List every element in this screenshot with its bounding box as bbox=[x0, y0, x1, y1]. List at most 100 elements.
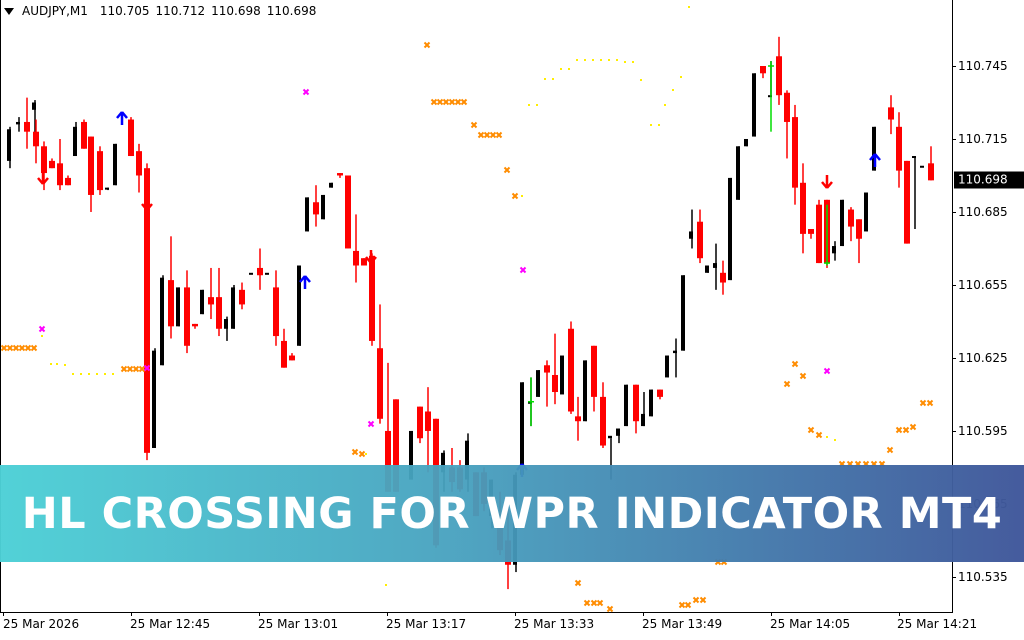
yellow-dot bbox=[560, 68, 562, 70]
sell-arrow-icon bbox=[365, 250, 377, 264]
candle bbox=[289, 353, 295, 361]
yellow-dot bbox=[88, 373, 90, 375]
yellow-dot bbox=[41, 335, 43, 337]
orange-x-icon bbox=[24, 344, 32, 352]
orange-x-icon bbox=[477, 131, 485, 139]
orange-x-icon bbox=[358, 450, 366, 458]
candle bbox=[224, 316, 228, 341]
candle bbox=[168, 236, 174, 339]
yellow-dot bbox=[576, 59, 578, 61]
candle bbox=[657, 389, 663, 400]
candle bbox=[176, 287, 180, 327]
candle bbox=[113, 143, 117, 186]
orange-x-icon bbox=[895, 426, 903, 434]
candle bbox=[88, 136, 94, 212]
candle bbox=[792, 104, 798, 205]
candle bbox=[744, 138, 748, 147]
orange-x-icon bbox=[902, 426, 910, 434]
magenta-x-icon bbox=[38, 325, 46, 333]
candle bbox=[665, 355, 669, 378]
candle bbox=[888, 95, 894, 135]
time-axis-ticks bbox=[3, 612, 900, 616]
yellow-dot bbox=[624, 61, 626, 63]
yellow-dot bbox=[592, 59, 594, 61]
candle bbox=[697, 209, 703, 264]
buy-arrow-icon bbox=[299, 275, 311, 289]
candle bbox=[361, 258, 367, 266]
orange-x-icon bbox=[503, 166, 511, 174]
candle bbox=[920, 165, 924, 168]
yellow-dot bbox=[521, 195, 523, 197]
candle bbox=[689, 209, 693, 249]
green-doji-candles bbox=[528, 61, 830, 427]
orange-x-icon bbox=[454, 98, 462, 106]
candle bbox=[904, 160, 910, 244]
candle bbox=[583, 360, 587, 422]
candle bbox=[800, 163, 806, 254]
yellow-dot bbox=[96, 373, 98, 375]
yellow-dot bbox=[608, 59, 610, 61]
orange-x-icon bbox=[442, 98, 450, 106]
ohlc-close: 110.698 bbox=[266, 4, 317, 18]
candle bbox=[816, 199, 822, 264]
sell-arrow-icon bbox=[821, 175, 833, 189]
candle bbox=[713, 243, 717, 290]
yellow-dot bbox=[72, 373, 74, 375]
candle bbox=[616, 428, 620, 444]
candle bbox=[560, 355, 564, 395]
symbol-label: AUDJPY,M1 bbox=[22, 4, 88, 18]
current-price-badge: 110.698 bbox=[954, 171, 1024, 189]
orange-x-icon bbox=[423, 41, 431, 49]
yellow-dot bbox=[632, 61, 634, 63]
candle bbox=[281, 328, 287, 368]
candle bbox=[81, 119, 87, 149]
price-axis-ticks bbox=[952, 66, 956, 578]
candle bbox=[928, 146, 934, 181]
yellow-dot bbox=[600, 59, 602, 61]
yellow-dot bbox=[528, 104, 530, 106]
candle bbox=[544, 360, 550, 407]
candle bbox=[575, 396, 581, 441]
candle bbox=[591, 345, 597, 412]
orange-x-icon bbox=[678, 601, 686, 609]
candle bbox=[321, 194, 325, 220]
candle bbox=[728, 177, 732, 281]
orange-x-icon bbox=[30, 344, 38, 352]
magenta-x-markers bbox=[38, 88, 831, 428]
dropdown-triangle-icon[interactable] bbox=[4, 7, 14, 15]
magenta-x-icon bbox=[519, 266, 527, 274]
candle bbox=[760, 66, 766, 79]
candle bbox=[377, 304, 383, 424]
candle bbox=[65, 175, 71, 186]
candle bbox=[239, 282, 245, 310]
yellow-dot bbox=[664, 104, 666, 106]
orange-x-icon bbox=[511, 192, 519, 200]
candle bbox=[641, 392, 645, 427]
candle bbox=[313, 185, 319, 227]
orange-x-icon bbox=[596, 599, 604, 607]
sell-arrow-icon bbox=[37, 171, 49, 185]
orange-x-markers bbox=[0, 41, 934, 613]
yellow-dot bbox=[536, 104, 538, 106]
orange-x-icon bbox=[909, 423, 917, 431]
orange-x-icon bbox=[583, 599, 591, 607]
candle bbox=[7, 126, 11, 169]
candle bbox=[329, 182, 333, 188]
time-label: 25 Mar 13:49 bbox=[642, 617, 723, 631]
candle bbox=[840, 199, 844, 247]
orange-x-icon bbox=[807, 426, 815, 434]
doji-candle bbox=[528, 377, 534, 427]
candle bbox=[417, 406, 423, 444]
candle bbox=[808, 229, 814, 239]
candle bbox=[600, 382, 606, 448]
orange-x-icon bbox=[436, 98, 444, 106]
price-label: 110.715 bbox=[958, 132, 1008, 146]
yellow-dot bbox=[552, 78, 554, 80]
time-label: 25 Mar 13:17 bbox=[386, 617, 467, 631]
yellow-dot bbox=[688, 6, 690, 8]
candle bbox=[552, 333, 558, 405]
candle bbox=[353, 214, 359, 283]
orange-x-icon bbox=[18, 344, 26, 352]
candle bbox=[297, 265, 301, 346]
